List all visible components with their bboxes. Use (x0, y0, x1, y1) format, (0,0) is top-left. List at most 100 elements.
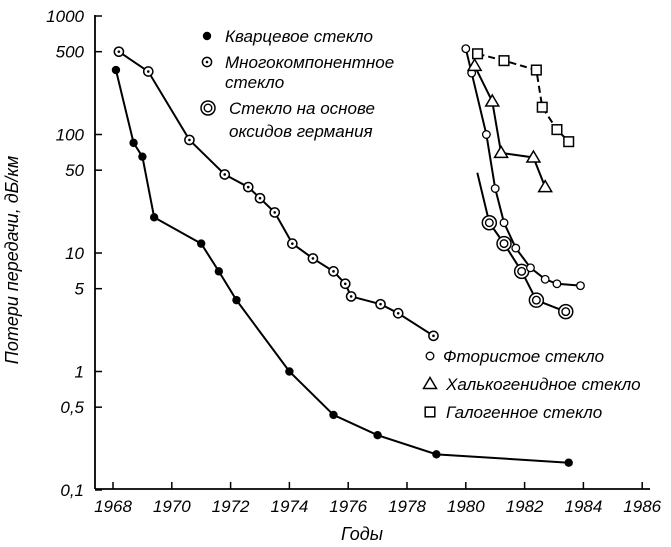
x-tick-label: 1974 (270, 497, 308, 516)
data-point-fluoride (461, 44, 471, 54)
legend-label-halide: Галогенное стекло (446, 403, 602, 422)
data-point-multi-dot (117, 50, 121, 53)
data-point-germanium-shape (496, 235, 512, 252)
data-point-chalcogenide (525, 149, 542, 163)
x-tick-label: 1982 (506, 497, 544, 516)
axes (94, 15, 650, 490)
data-point-multi-dot (258, 196, 262, 200)
data-point-quartz-shape (432, 450, 441, 459)
data-point-multi (219, 169, 231, 180)
data-point-chalcogenide-shape (525, 149, 542, 163)
data-point-germanium-shape (481, 215, 498, 231)
data-point-quartz (232, 295, 241, 305)
x-tick-label: 1986 (623, 497, 661, 516)
data-point-fluoride-shape (481, 130, 491, 139)
data-point-multi-dot (188, 138, 191, 142)
legend-label-germanium: Стекло на основе оксидов германия (229, 99, 375, 141)
legend-label-line: стекло (225, 73, 284, 92)
data-point-chalcogenide (466, 57, 483, 72)
data-point-halide-shape (472, 48, 484, 60)
data-point-halide-shape (530, 64, 542, 76)
y-axis-title: Потери передачи, дБ/км (2, 156, 22, 364)
series-line-fluoride (464, 48, 581, 287)
legend-marker-fluoride (425, 351, 435, 361)
data-point-multi (286, 238, 298, 249)
x-tick-label: 1976 (329, 497, 367, 516)
data-point-fluoride-shape (540, 274, 550, 284)
data-point-germanium-inner (561, 307, 571, 317)
data-point-fluoride-shape (499, 218, 509, 228)
data-point-quartz (285, 367, 294, 376)
data-point-quartz-shape (138, 152, 147, 161)
data-point-halide-shape (563, 136, 575, 148)
legends: Кварцевое стекло Многокомпонентное стекло С… (200, 27, 641, 422)
legend-label-line: оксидов германия (229, 122, 373, 141)
series-line-germanium (476, 172, 567, 313)
legend-marker-chalcogenide-shape (422, 376, 438, 390)
data-point-multi (392, 307, 404, 319)
data-point-fluoride-shape (490, 184, 500, 193)
data-point-fluoride (540, 274, 550, 284)
data-point-germanium (481, 215, 498, 231)
data-point-fluoride (511, 243, 521, 253)
data-point-fluoride-shape (552, 279, 562, 289)
legend-marker-quartz-shape (202, 31, 212, 41)
data-point-quartz (129, 138, 138, 148)
data-point-germanium (558, 303, 574, 320)
legend-marker-halide (424, 406, 436, 418)
legend-label-line: Стекло на основе (229, 99, 375, 118)
data-point-multi-dot (273, 211, 277, 214)
data-point-germanium-shape (558, 303, 574, 320)
data-point-chalcogenide-shape (466, 57, 483, 72)
data-point-multi (142, 66, 154, 77)
data-point-fluoride (576, 281, 585, 291)
data-point-multi (242, 181, 254, 193)
x-tick-label: 1984 (564, 497, 602, 516)
data-point-multi (328, 266, 339, 277)
data-point-fluoride-shape (526, 263, 535, 273)
data-point-multi-dot (311, 257, 315, 260)
legend-marker-germanium (200, 100, 216, 116)
y-tick-label: 5 (75, 280, 85, 299)
data-point-multi (375, 298, 386, 310)
data-point-chalcogenide-shape (537, 179, 553, 193)
legend-marker-germanium-shape (200, 100, 216, 116)
y-tick-label: 10 (65, 244, 84, 263)
data-point-fluoride-shape (576, 281, 585, 291)
data-point-quartz-shape (373, 431, 382, 440)
data-point-fluoride (499, 218, 509, 228)
data-point-quartz (149, 213, 159, 222)
x-tick-label: 1968 (94, 497, 132, 516)
legend-label-chalcogenide: Халькогенидное стекло (445, 375, 641, 394)
data-point-quartz-shape (564, 458, 573, 467)
legend-label-multi: Многокомпонентное стекло (225, 53, 394, 92)
data-point-fluoride (481, 130, 491, 139)
data-point-quartz-shape (285, 367, 294, 376)
data-point-fluoride (490, 184, 500, 193)
data-point-chalcogenide (493, 144, 509, 159)
data-point-multi (184, 134, 195, 146)
legend-marker-chalcogenide (422, 376, 438, 390)
data-point-chalcogenide (537, 179, 553, 193)
legend-marker-multi-dot (205, 60, 209, 64)
data-point-fluoride-shape (511, 243, 521, 253)
y-tick-label: 50 (65, 161, 84, 180)
series-line-multi (118, 50, 434, 337)
data-point-halide-shape (551, 124, 563, 136)
legend-label-line: Многокомпонентное (225, 53, 394, 72)
x-tick-label: 1972 (212, 497, 250, 516)
data-point-multi-dot (146, 70, 150, 73)
data-point-quartz (197, 239, 206, 248)
data-point-quartz (564, 458, 573, 467)
data-point-quartz-shape (329, 410, 338, 420)
data-point-multi-dot (349, 295, 353, 298)
data-point-halide (530, 64, 542, 76)
y-tick-label: 0,1 (60, 481, 84, 500)
data-point-halide (472, 48, 484, 60)
data-point-multi-dot (332, 270, 335, 273)
legend-label-quartz: Кварцевое стекло (225, 27, 373, 46)
data-point-multi (339, 278, 351, 290)
x-axis-title: Годы (341, 524, 383, 544)
series-markers (111, 44, 585, 467)
